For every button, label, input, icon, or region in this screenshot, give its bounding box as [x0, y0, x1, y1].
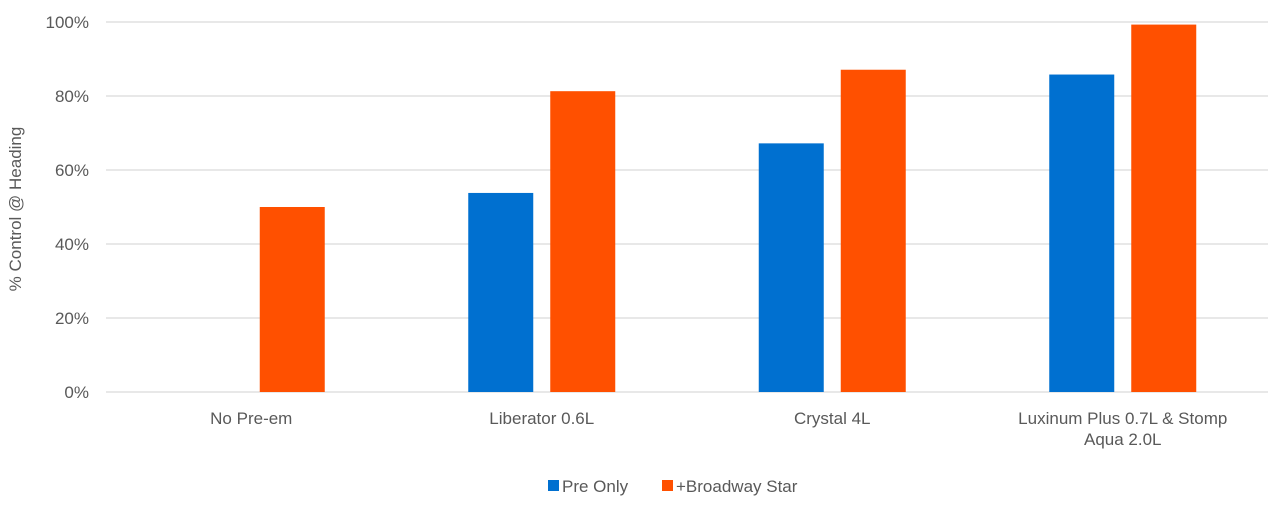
x-tick-label: Crystal 4L [794, 409, 871, 428]
legend-label: Pre Only [562, 477, 629, 496]
bar-broadway-star [259, 207, 325, 392]
y-tick-label: 0% [64, 383, 89, 402]
bar-broadway-star [840, 69, 906, 392]
legend-swatch [662, 480, 673, 491]
x-tick-label: Liberator 0.6L [489, 409, 594, 428]
y-tick-label: 40% [55, 235, 89, 254]
legend-swatch [548, 480, 559, 491]
x-tick-label: Luxinum Plus 0.7L & Stomp Aqua 2.0L [1018, 409, 1227, 449]
y-axis-title: % Control @ Heading [6, 127, 25, 292]
bar-pre-only [758, 143, 824, 392]
bar-broadway-star [1131, 24, 1197, 393]
x-tick-label: No Pre-em [210, 409, 292, 428]
legend: Pre Only +Broadway Star [548, 477, 798, 496]
y-tick-label: 100% [46, 13, 89, 32]
bar-pre-only [468, 192, 534, 392]
bar-broadway-star [550, 91, 616, 392]
bars [259, 24, 1197, 393]
x-axis-ticks: No Pre-em Liberator 0.6L Crystal 4L Luxinum… [210, 409, 1227, 449]
legend-label: +Broadway Star [676, 477, 798, 496]
y-axis-ticks: 0% 20% 40% 60% 80% 100% [46, 13, 89, 402]
y-tick-label: 20% [55, 309, 89, 328]
y-tick-label: 60% [55, 161, 89, 180]
y-tick-label: 80% [55, 87, 89, 106]
bar-pre-only [1049, 74, 1115, 392]
